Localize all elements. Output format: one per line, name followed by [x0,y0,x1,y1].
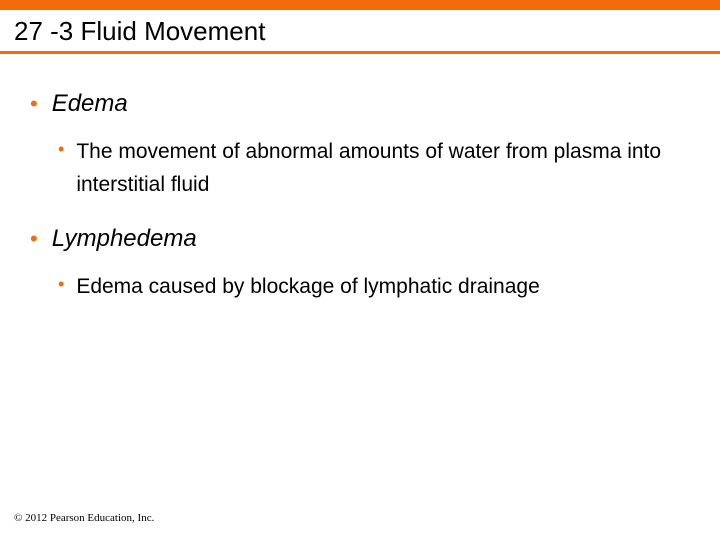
list-subitem: • The movement of abnormal amounts of wa… [58,136,690,201]
bullet-icon: • [58,136,64,163]
bullet-icon: • [30,228,38,250]
detail-text: Edema caused by blockage of lymphatic dr… [76,271,539,304]
list-item: • Edema • The movement of abnormal amoun… [30,90,690,201]
title-block: 27 -3 Fluid Movement [0,10,720,51]
term-text: Lymphedema [52,225,197,253]
term-text: Edema [52,90,128,118]
top-accent-bar [0,0,720,10]
list-subitem: • Edema caused by blockage of lymphatic … [58,271,690,304]
bullet-icon: • [30,93,38,115]
detail-text: The movement of abnormal amounts of wate… [76,136,690,201]
copyright-footer: © 2012 Pearson Education, Inc. [14,512,154,524]
bullet-icon: • [58,271,64,298]
content-area: • Edema • The movement of abnormal amoun… [0,54,720,304]
slide-title: 27 -3 Fluid Movement [14,16,720,47]
list-item: • Lymphedema • Edema caused by blockage … [30,225,690,304]
